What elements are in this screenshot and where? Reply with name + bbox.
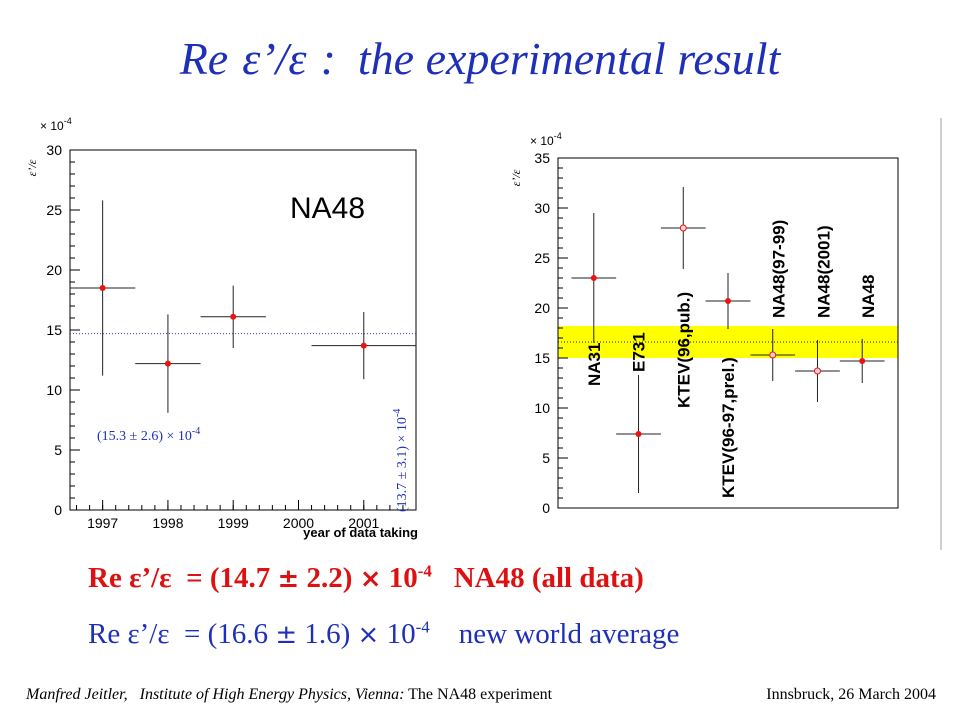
left-data-point bbox=[99, 285, 106, 291]
result-all-lhs: Re ε’/ε bbox=[88, 562, 172, 594]
left-y-tick-label: 10 bbox=[46, 382, 62, 398]
left-data-point bbox=[230, 313, 237, 320]
experiment-label: NA48 bbox=[859, 275, 878, 318]
result-world-average: Re ε’/ε = (16.6 ± 1.6) × 10-4 new world … bbox=[88, 618, 679, 651]
right-y-tick-label: 35 bbox=[534, 150, 550, 166]
annotation-9799-text: (15.3 ± 2.6) × 10 bbox=[97, 429, 192, 444]
annotation-2001: (13.7 ± 3.1) × 10-4 bbox=[392, 409, 410, 512]
experiment-label: KTEV(96,pub.) bbox=[674, 292, 693, 408]
right-y-tick-label: 20 bbox=[534, 300, 550, 316]
left-x-tick-label: 1998 bbox=[152, 515, 183, 531]
right-data-point bbox=[590, 275, 597, 281]
result-world-times: × bbox=[357, 620, 380, 650]
right-data-point bbox=[859, 358, 866, 364]
result-all-note: NA48 (all data) bbox=[453, 562, 644, 594]
result-all-ten: 10 bbox=[388, 562, 418, 594]
right-y-tick-label: 25 bbox=[534, 250, 550, 266]
right-y-tick-label: 30 bbox=[534, 200, 550, 216]
result-world-value: = (16.6 bbox=[184, 618, 269, 650]
result-all-data: Re ε’/ε = (14.7 ± 2.2) × 10-4 NA48 (all … bbox=[88, 562, 644, 595]
title-colon: : bbox=[320, 33, 336, 84]
result-all-value: = (14.7 bbox=[186, 562, 271, 594]
result-world-pm: ± bbox=[275, 620, 298, 650]
left-y-tick-label: 20 bbox=[46, 262, 62, 278]
slide-footer: Manfred Jeitler, Institute of High Energ… bbox=[26, 686, 936, 704]
right-y-tick-label: 15 bbox=[534, 350, 550, 366]
right-data-point-open bbox=[679, 224, 687, 232]
left-x-axis-label: year of data taking bbox=[303, 525, 418, 540]
slide-divider bbox=[940, 118, 942, 550]
right-axis-multiplier-exp: -4 bbox=[554, 131, 562, 141]
title-re: Re bbox=[179, 33, 229, 84]
experiment-label: NA48(2001) bbox=[814, 225, 833, 318]
footer-institute: Institute of High Energy Physics, Vienna… bbox=[139, 686, 405, 703]
right-axis-multiplier: × 10-4 bbox=[530, 131, 562, 148]
experiment-label: KTEV(96-97,prel.) bbox=[719, 357, 738, 498]
left-data-point bbox=[360, 342, 367, 349]
left-y-tick-label: 5 bbox=[54, 442, 62, 458]
right-data-point bbox=[725, 298, 731, 304]
result-all-exp: -4 bbox=[417, 561, 432, 581]
right-data-point bbox=[635, 431, 642, 437]
left-y-tick-label: 30 bbox=[46, 142, 62, 158]
result-world-lhs: Re ε’/ε bbox=[88, 618, 170, 650]
right-y-tick-label: 10 bbox=[534, 400, 550, 416]
left-y-axis-label: ε’/ε bbox=[25, 159, 39, 176]
annotation-9799-exp: -4 bbox=[192, 426, 200, 437]
left-x-tick-label: 1997 bbox=[87, 515, 118, 531]
left-plot-area: 0 5 10 15 20 25 30 1997 1998 1999 2000 2001 bbox=[46, 142, 417, 531]
left-x-tick-label: 1999 bbox=[218, 515, 249, 531]
title-symbol: ε’/ε bbox=[242, 33, 307, 84]
footer-author: Manfred Jeitler, bbox=[26, 686, 128, 703]
left-axis-multiplier-exp: -4 bbox=[64, 116, 72, 126]
left-chart-label: NA48 bbox=[290, 192, 365, 225]
left-x-tick-label: 2001 bbox=[348, 515, 379, 531]
slide-title: Re ε’/ε: the experimental result bbox=[0, 32, 960, 85]
right-data-point-open bbox=[769, 351, 777, 359]
left-y-tick-label: 15 bbox=[46, 322, 62, 338]
result-all-pm: ± bbox=[277, 564, 300, 594]
title-text: the experimental result bbox=[357, 33, 781, 84]
world-average-band bbox=[558, 326, 898, 358]
annotation-2001-text: (13.7 ± 3.1) × 10 bbox=[395, 417, 410, 512]
footer-talk: The NA48 experiment bbox=[408, 686, 553, 703]
result-all-err: 2.2) bbox=[306, 562, 353, 594]
right-plot-frame bbox=[557, 157, 899, 509]
left-data-point bbox=[164, 360, 171, 367]
right-y-tick-label: 5 bbox=[542, 450, 550, 466]
result-world-ten: 10 bbox=[386, 618, 416, 650]
right-y-axis-label: ε’/ε bbox=[509, 169, 523, 186]
result-world-err: 1.6) bbox=[304, 618, 351, 650]
annotation-9799: (15.3 ± 2.6) × 10-4 bbox=[97, 426, 200, 444]
experiment-label: E731 bbox=[630, 332, 649, 372]
left-y-tick-label: 25 bbox=[46, 202, 62, 218]
left-axis-multiplier-base: × 10 bbox=[40, 119, 64, 133]
right-plot-area: 0 5 10 15 20 25 30 35 NA31 E731 KTEV(96,pub.) KTEV(… bbox=[534, 150, 899, 516]
result-world-exp: -4 bbox=[415, 617, 430, 637]
result-world-note: new world average bbox=[458, 618, 680, 650]
experiment-label: NA31 bbox=[585, 343, 604, 386]
left-x-tick-label: 2000 bbox=[283, 515, 314, 531]
right-y-tick-label: 0 bbox=[542, 500, 550, 516]
left-y-tick-label: 0 bbox=[54, 502, 62, 518]
annotation-2001-exp: -4 bbox=[392, 409, 403, 417]
result-all-times: × bbox=[359, 564, 382, 594]
left-axis-multiplier: × 10-4 bbox=[40, 116, 72, 133]
experiment-label: NA48(97-99) bbox=[770, 220, 789, 318]
right-data-point-open bbox=[813, 367, 821, 375]
right-axis-multiplier-base: × 10 bbox=[530, 134, 554, 148]
footer-location: Innsbruck, 26 March 2004 bbox=[766, 686, 936, 703]
